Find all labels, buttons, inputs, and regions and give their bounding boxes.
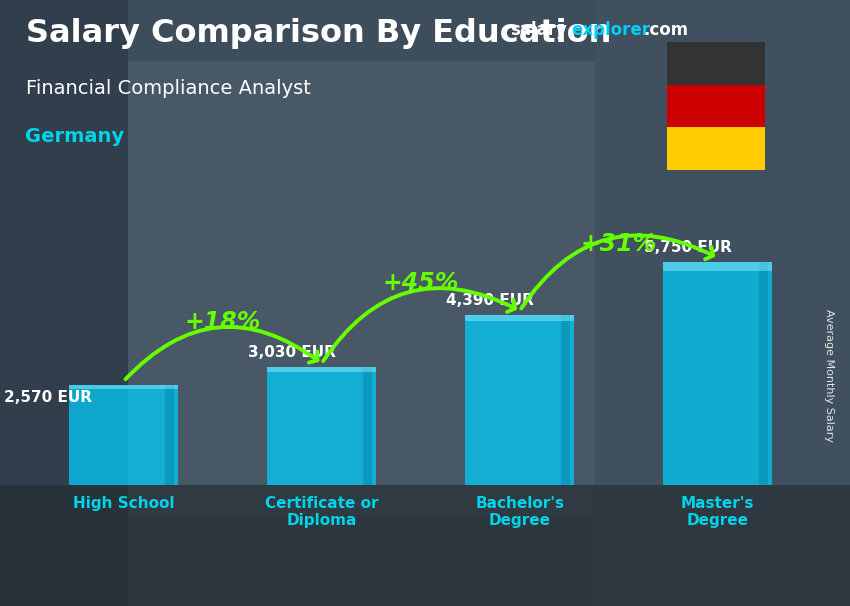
- Bar: [363, 367, 371, 485]
- Text: Germany: Germany: [26, 127, 125, 146]
- Text: Salary Comparison By Education: Salary Comparison By Education: [26, 18, 611, 49]
- Bar: [561, 315, 570, 485]
- Text: salary: salary: [510, 21, 567, 39]
- Text: 4,390 EUR: 4,390 EUR: [446, 293, 534, 308]
- Bar: [267, 367, 377, 485]
- Bar: [663, 262, 773, 485]
- Text: +18%: +18%: [184, 310, 261, 334]
- Bar: [69, 385, 178, 389]
- Text: 3,030 EUR: 3,030 EUR: [248, 345, 336, 361]
- Text: +31%: +31%: [581, 232, 657, 256]
- Bar: [165, 385, 173, 485]
- Text: Financial Compliance Analyst: Financial Compliance Analyst: [26, 79, 310, 98]
- Text: +45%: +45%: [382, 271, 459, 295]
- Text: .com: .com: [643, 21, 689, 39]
- Bar: [465, 315, 575, 485]
- Text: 5,750 EUR: 5,750 EUR: [644, 240, 732, 255]
- Bar: [759, 262, 768, 485]
- Bar: [267, 367, 377, 372]
- Text: 2,570 EUR: 2,570 EUR: [4, 390, 93, 405]
- Text: Average Monthly Salary: Average Monthly Salary: [824, 309, 834, 442]
- Bar: [663, 262, 773, 271]
- Bar: [465, 315, 575, 321]
- Text: explorer: explorer: [571, 21, 650, 39]
- Bar: [69, 385, 178, 485]
